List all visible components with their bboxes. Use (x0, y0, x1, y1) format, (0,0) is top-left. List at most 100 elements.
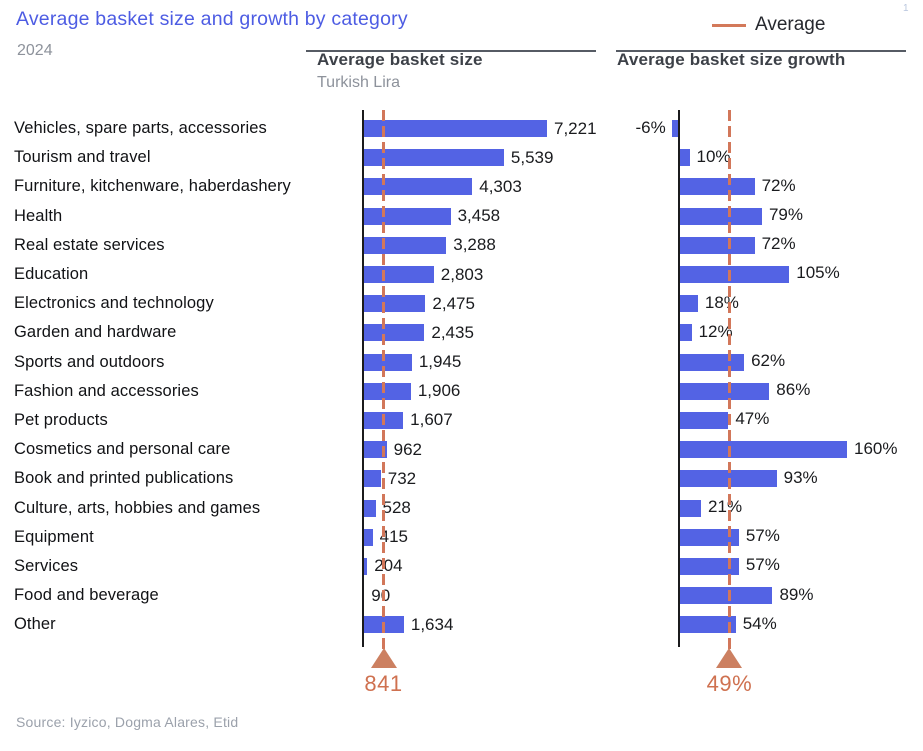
basket-size-bar (362, 178, 473, 196)
table-row: Pet products 1,607 47% (0, 406, 923, 435)
growth-bar (679, 616, 736, 634)
basket-size-cell: 1,906 (362, 377, 618, 406)
basket-size-value: 7,221 (554, 118, 597, 138)
growth-bar (679, 149, 690, 167)
average-line-icon (712, 23, 746, 27)
table-row: Book and printed publications 732 93% (0, 464, 923, 493)
table-row: Vehicles, spare parts, accessories 7,221 -… (0, 114, 923, 143)
basket-size-value: 732 (387, 468, 417, 488)
basket-size-bar (362, 499, 376, 517)
basket-size-cell: 732 (362, 464, 618, 493)
left-axis (362, 110, 364, 647)
basket-size-value: 3,458 (457, 206, 501, 226)
table-row: Sports and outdoors 1,945 62% (0, 348, 923, 377)
subtitle-year: 2024 (17, 42, 53, 59)
legend-label: Average (755, 14, 826, 35)
basket-size-cell: 4,303 (362, 172, 618, 201)
growth-cell: 47% (618, 406, 923, 435)
growth-value: 160% (854, 438, 898, 458)
basket-size-cell: 90 (362, 581, 618, 610)
basket-size-value: 2,435 (431, 322, 474, 342)
growth-value: 21% (708, 496, 743, 516)
chart-rows: Vehicles, spare parts, accessories 7,221 -… (0, 114, 923, 639)
category-label: Services (14, 556, 79, 575)
growth-cell: 105% (618, 260, 923, 289)
basket-size-bar (362, 120, 547, 138)
growth-cell: 86% (618, 377, 923, 406)
basket-size-cell: 1,945 (362, 348, 618, 377)
basket-size-cell: 5,539 (362, 143, 618, 172)
growth-cell: 62% (618, 348, 923, 377)
growth-bar (671, 120, 678, 138)
table-row: Equipment 415 57% (0, 523, 923, 552)
category-label: Book and printed publications (14, 469, 234, 488)
category-label: Culture, arts, hobbies and games (14, 498, 261, 517)
basket-size-bar (362, 528, 373, 546)
growth-value: 86% (776, 380, 811, 400)
growth-value: 18% (704, 292, 739, 312)
basket-size-value: 528 (382, 498, 411, 518)
growth-cell: 72% (618, 231, 923, 260)
category-label: Electronics and technology (14, 294, 214, 313)
basket-size-cell: 415 (362, 523, 618, 552)
basket-size-cell: 962 (362, 435, 618, 464)
right-axis (678, 110, 680, 647)
basket-size-bar (362, 324, 425, 342)
growth-bar (679, 353, 745, 371)
left-average-line (382, 110, 386, 650)
category-label: Cosmetics and personal care (14, 440, 231, 459)
growth-cell: 18% (618, 289, 923, 318)
left-chart-unit: Turkish Lira (317, 74, 400, 91)
basket-size-cell: 7,221 (362, 114, 618, 143)
right-chart-header: Average basket size growth (617, 50, 907, 70)
growth-bar (679, 499, 702, 517)
basket-size-cell: 2,475 (362, 289, 618, 318)
basket-size-cell: 528 (362, 493, 618, 522)
growth-bar (679, 470, 777, 488)
growth-bar (679, 295, 698, 313)
growth-cell: 93% (618, 464, 923, 493)
page-title: Average basket size and growth by catego… (16, 8, 408, 30)
growth-value: -6% (635, 117, 666, 137)
category-label: Education (14, 265, 89, 284)
table-row: Education 2,803 105% (0, 260, 923, 289)
basket-size-bar (362, 207, 451, 225)
basket-size-value: 1,945 (418, 352, 462, 372)
category-label: Other (14, 615, 56, 634)
table-row: Real estate services 3,288 72% (0, 231, 923, 260)
growth-cell: 89% (618, 581, 923, 610)
table-row: Other 1,634 54% (0, 610, 923, 639)
category-label: Food and beverage (14, 586, 159, 605)
growth-value: 79% (768, 205, 803, 225)
table-row: Health 3,458 79% (0, 202, 923, 231)
basket-size-cell: 3,458 (362, 202, 618, 231)
growth-value: 72% (761, 234, 796, 254)
left-chart-title: Average basket size (317, 50, 483, 69)
left-header-rule (306, 50, 596, 52)
table-row: Garden and hardware 2,435 12% (0, 318, 923, 347)
right-header-rule (616, 50, 906, 52)
category-label: Fashion and accessories (14, 381, 199, 400)
table-row: Electronics and technology 2,475 18% (0, 289, 923, 318)
growth-bar (679, 266, 790, 284)
basket-size-value: 1,634 (410, 614, 454, 634)
left-chart-header: Average basket size Turkish Lira (317, 50, 597, 92)
growth-cell: 12% (618, 318, 923, 347)
growth-bar (679, 441, 847, 459)
left-average-value: 841 (364, 671, 403, 696)
basket-size-cell: 3,288 (362, 231, 618, 260)
basket-size-cell: 204 (362, 552, 618, 581)
category-label: Real estate services (14, 235, 165, 254)
basket-size-value: 90 (371, 585, 391, 605)
basket-size-bar (362, 470, 381, 488)
growth-bar (679, 411, 729, 429)
left-average-marker-icon (370, 648, 397, 668)
basket-size-bar (362, 353, 412, 371)
growth-bar (679, 207, 762, 225)
basket-size-value: 204 (374, 556, 403, 576)
basket-size-bar (362, 441, 387, 459)
category-label: Furniture, kitchenware, haberdashery (14, 177, 291, 196)
source-note: Source: Iyzico, Dogma Alares, Etid (16, 714, 239, 730)
table-row: Furniture, kitchenware, haberdashery 4,30… (0, 172, 923, 201)
